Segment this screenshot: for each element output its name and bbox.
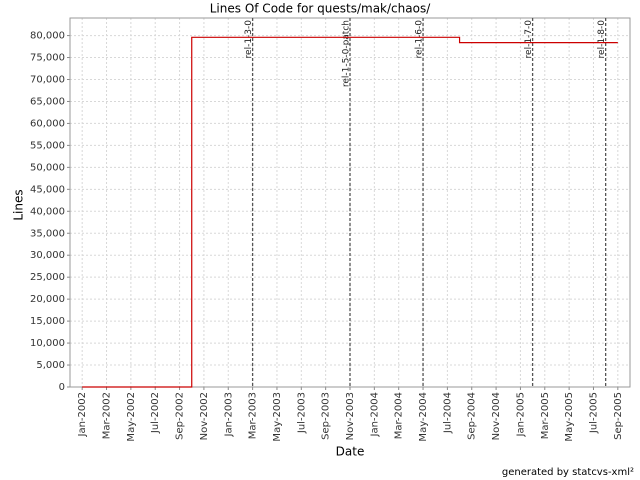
x-tick-label: Nov-2002 (199, 392, 210, 440)
x-tick-label: May-2004 (418, 392, 429, 442)
x-tick-label: Jan-2004 (369, 392, 380, 437)
credit: generated by statcvs-xml² (502, 467, 634, 478)
x-tick-label: Jul-2003 (296, 392, 307, 434)
x-axis-title: Date (336, 445, 365, 459)
y-tick-label: 50,000 (30, 162, 65, 173)
x-tick-label: Sep-2002 (175, 392, 186, 440)
y-tick-label: 5,000 (36, 360, 65, 371)
x-tick-label: Sep-2003 (321, 392, 332, 440)
chart-title: Lines Of Code for quests/mak/chaos/ (210, 2, 431, 16)
y-tick-label: 30,000 (30, 250, 65, 261)
y-tick-label: 0 (59, 382, 65, 393)
x-tick-label: May-2002 (126, 392, 137, 442)
y-tick-label: 55,000 (30, 140, 65, 151)
y-tick-label: 80,000 (30, 31, 65, 42)
release-label: rel-1-3-0 (244, 20, 254, 59)
x-tick-label: Nov-2004 (491, 392, 502, 440)
x-tick-label: Jan-2003 (223, 392, 234, 437)
x-tick-label: Sep-2005 (613, 392, 624, 440)
x-tick-label: Jan-2002 (77, 392, 88, 437)
x-tick-label: Jul-2002 (150, 392, 161, 434)
x-tick-label: Jan-2005 (515, 392, 526, 437)
x-tick-label: Jul-2005 (588, 392, 599, 434)
release-label: rel-1-7-0 (524, 20, 534, 59)
x-tick-label: Jul-2004 (442, 392, 453, 434)
release-label: rel-1-8-0 (597, 20, 607, 59)
release-label: rel-1-6-0 (415, 20, 425, 59)
x-tick-label: Nov-2003 (345, 392, 356, 440)
y-tick-label: 20,000 (30, 294, 65, 305)
x-tick-label: Mar-2005 (540, 392, 551, 439)
y-tick-label: 45,000 (30, 184, 65, 195)
x-tick-label: May-2003 (272, 392, 283, 442)
x-tick-label: Mar-2004 (394, 392, 405, 439)
x-tick-label: May-2005 (564, 392, 575, 442)
x-tick-label: Sep-2004 (467, 392, 478, 440)
y-tick-label: 35,000 (30, 228, 65, 239)
line (82, 36, 618, 388)
x-tick-label: Mar-2002 (102, 392, 113, 439)
y-tick-label: 60,000 (30, 118, 65, 129)
y-tick-label: 10,000 (30, 338, 65, 349)
y-tick-label: 15,000 (30, 316, 65, 327)
release-label: rel-1-5-0-patch (342, 20, 352, 87)
y-tick-label: 75,000 (30, 53, 65, 64)
y-tick-label: 25,000 (30, 272, 65, 283)
y-tick-label: 70,000 (30, 75, 65, 86)
y-tick-label: 65,000 (30, 96, 65, 107)
x-tick-label: Mar-2003 (248, 392, 259, 439)
y-tick-label: 40,000 (30, 206, 65, 217)
y-axis-title: Lines (12, 189, 26, 220)
